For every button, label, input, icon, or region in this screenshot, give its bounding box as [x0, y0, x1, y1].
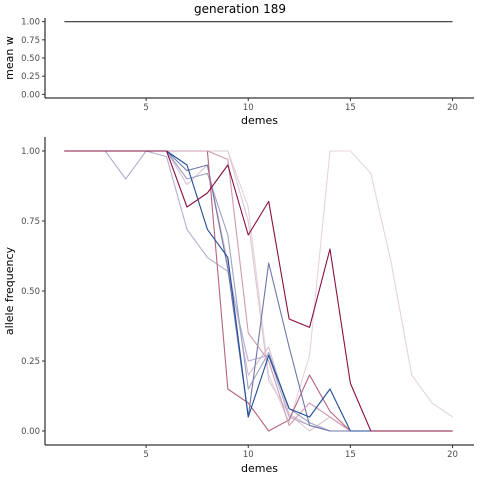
x-tick-label: 15 — [345, 103, 356, 113]
y-tick-label: 0.00 — [21, 427, 40, 437]
x-axis-title: demes — [241, 462, 278, 475]
x-tick-label: 10 — [243, 103, 254, 113]
x-tick-label: 20 — [447, 103, 458, 113]
x-axis-title: demes — [241, 114, 278, 127]
y-tick-label: 0.50 — [21, 287, 40, 297]
y-tick-label: 1.00 — [21, 18, 40, 28]
y-tick-label: 1.00 — [21, 147, 40, 157]
y-axis-title: mean w — [3, 36, 16, 80]
plot-title: generation 189 — [194, 2, 286, 16]
allele-frequency-panel: 5 10 15 20 0.00 0.25 0.50 0.75 1.00 demes allele f… — [3, 137, 474, 475]
mean-w-panel: 5 10 15 20 0.00 0.25 0.50 0.75 1.00 demes mean w — [3, 18, 474, 127]
x-tick-label: 10 — [243, 450, 254, 460]
x-tick-label: 20 — [447, 450, 458, 460]
y-tick-label: 0.00 — [21, 90, 40, 100]
y-axis-title: allele frequency — [3, 246, 16, 335]
y-tick-label: 0.25 — [21, 72, 40, 82]
x-tick-label: 5 — [143, 450, 148, 460]
x-tick-label: 15 — [345, 450, 356, 460]
y-tick-label: 0.75 — [21, 217, 40, 227]
y-tick-label: 0.50 — [21, 54, 40, 64]
series-line-10 — [64, 150, 453, 432]
x-tick-label: 5 — [143, 103, 148, 113]
series-line-1 — [64, 150, 453, 424]
y-tick-label: 0.75 — [21, 36, 40, 46]
y-tick-label: 0.25 — [21, 357, 40, 367]
